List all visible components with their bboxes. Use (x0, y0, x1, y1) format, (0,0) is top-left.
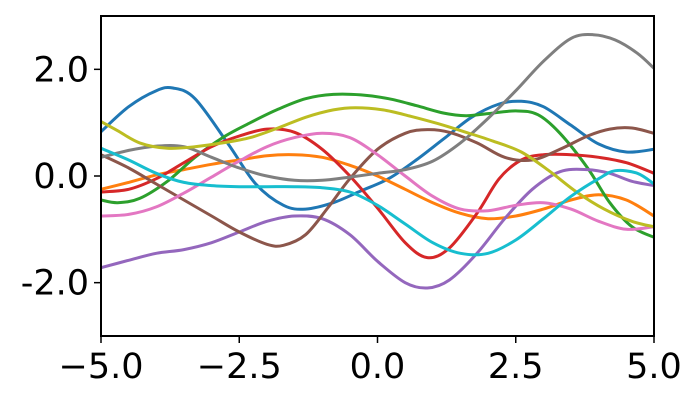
x-tick-label: 5.0 (626, 347, 682, 387)
series-line-8 (101, 33, 654, 183)
series-layer (101, 33, 654, 290)
x-axis: −5.0 −2.5 0.0 2.5 5.0 (59, 336, 682, 387)
y-tick-label: 2.0 (33, 50, 89, 90)
series-line-10 (101, 146, 654, 257)
x-tick-label: −2.5 (197, 347, 282, 387)
x-tick-label: 2.5 (488, 347, 544, 387)
y-tick-label: 0.0 (33, 157, 89, 197)
series-line-1 (101, 85, 654, 211)
series-line-9 (101, 106, 654, 229)
y-axis: 2.0 0.0 -2.0 (21, 50, 101, 304)
series-line-6 (101, 126, 654, 248)
x-tick-label: −5.0 (59, 347, 144, 387)
y-tick-label: -2.0 (21, 264, 89, 304)
series-line-4 (101, 127, 654, 260)
series-line-5 (101, 167, 654, 290)
series-line-7 (101, 131, 654, 231)
x-tick-label: 0.0 (350, 347, 406, 387)
series-line-3 (101, 92, 654, 239)
